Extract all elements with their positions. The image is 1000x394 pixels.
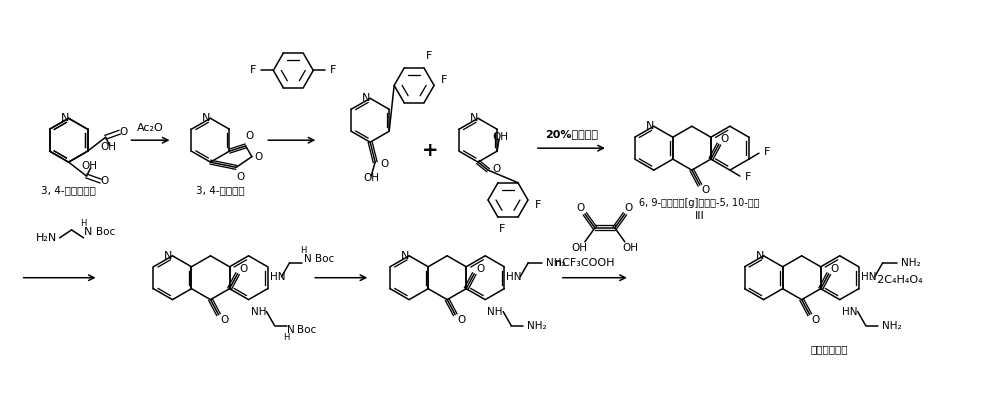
Text: O: O xyxy=(625,203,633,213)
Text: O: O xyxy=(220,314,229,325)
Text: Boc: Boc xyxy=(297,325,317,335)
Text: III: III xyxy=(695,211,705,221)
Text: 3, 4-吡啶酸酐: 3, 4-吡啶酸酐 xyxy=(196,185,245,195)
Text: N: N xyxy=(646,121,654,131)
Text: H: H xyxy=(283,333,290,342)
Text: NH: NH xyxy=(487,307,503,317)
Text: O: O xyxy=(255,152,263,162)
Text: OH: OH xyxy=(101,142,117,152)
Text: F: F xyxy=(499,224,505,234)
Text: 马来酸匹杉琼: 马来酸匹杉琼 xyxy=(811,344,848,355)
Text: 6, 9-二氟苯并[g]异喹啉-5, 10-二酮: 6, 9-二氟苯并[g]异喹啉-5, 10-二酮 xyxy=(639,198,760,208)
Text: O: O xyxy=(239,264,248,274)
Text: Boc: Boc xyxy=(315,254,334,264)
Text: N: N xyxy=(84,227,92,237)
Text: O: O xyxy=(577,203,585,213)
Text: NH₂: NH₂ xyxy=(527,321,547,331)
Text: O: O xyxy=(246,131,254,141)
Text: N: N xyxy=(202,113,211,123)
Text: OH: OH xyxy=(363,173,379,183)
Text: N: N xyxy=(304,254,311,264)
Text: N: N xyxy=(164,251,173,261)
Text: OH: OH xyxy=(571,243,587,253)
Text: HN: HN xyxy=(270,272,285,282)
Text: O: O xyxy=(476,264,484,274)
Text: N: N xyxy=(60,113,69,123)
Text: NH₂: NH₂ xyxy=(882,321,901,331)
Text: OH: OH xyxy=(623,243,639,253)
Text: F: F xyxy=(764,147,770,157)
Text: N: N xyxy=(755,251,764,261)
Text: N: N xyxy=(287,325,294,335)
Text: O: O xyxy=(236,172,244,182)
Text: OH: OH xyxy=(82,161,98,171)
Text: +: + xyxy=(422,141,438,160)
Text: 3, 4-吡啶二羧酸: 3, 4-吡啶二羧酸 xyxy=(41,185,96,195)
Text: Boc: Boc xyxy=(96,227,115,237)
Text: O: O xyxy=(492,164,500,174)
Text: F: F xyxy=(745,172,751,182)
Text: O: O xyxy=(380,159,388,169)
Text: O: O xyxy=(702,185,710,195)
Text: HN: HN xyxy=(506,272,522,282)
Text: NH: NH xyxy=(251,307,266,317)
Text: H₂N: H₂N xyxy=(36,233,57,243)
Text: N: N xyxy=(362,93,370,103)
Text: N: N xyxy=(401,251,409,261)
Text: O: O xyxy=(831,264,839,274)
Text: F: F xyxy=(535,200,541,210)
Text: O: O xyxy=(721,134,729,144)
Text: HN: HN xyxy=(861,272,876,282)
Text: H: H xyxy=(80,219,87,229)
Text: O: O xyxy=(100,176,109,186)
Text: · 2C₄H₄O₄: · 2C₄H₄O₄ xyxy=(870,275,922,285)
Text: N: N xyxy=(470,113,478,123)
Text: 20%发烟硫酸: 20%发烟硫酸 xyxy=(545,129,598,139)
Text: NH₂: NH₂ xyxy=(546,258,566,268)
Text: O: O xyxy=(457,314,465,325)
Text: F: F xyxy=(426,51,432,61)
Text: O: O xyxy=(119,127,128,137)
Text: F: F xyxy=(441,75,447,85)
Text: O: O xyxy=(812,314,820,325)
Text: Ac₂O: Ac₂O xyxy=(137,123,164,133)
Text: F: F xyxy=(330,65,336,75)
Text: F: F xyxy=(250,65,257,75)
Text: H: H xyxy=(300,246,307,255)
Text: NH₂: NH₂ xyxy=(901,258,920,268)
Text: nCF₃COOH: nCF₃COOH xyxy=(555,258,615,268)
Text: HN: HN xyxy=(842,307,857,317)
Text: OH: OH xyxy=(492,132,508,142)
